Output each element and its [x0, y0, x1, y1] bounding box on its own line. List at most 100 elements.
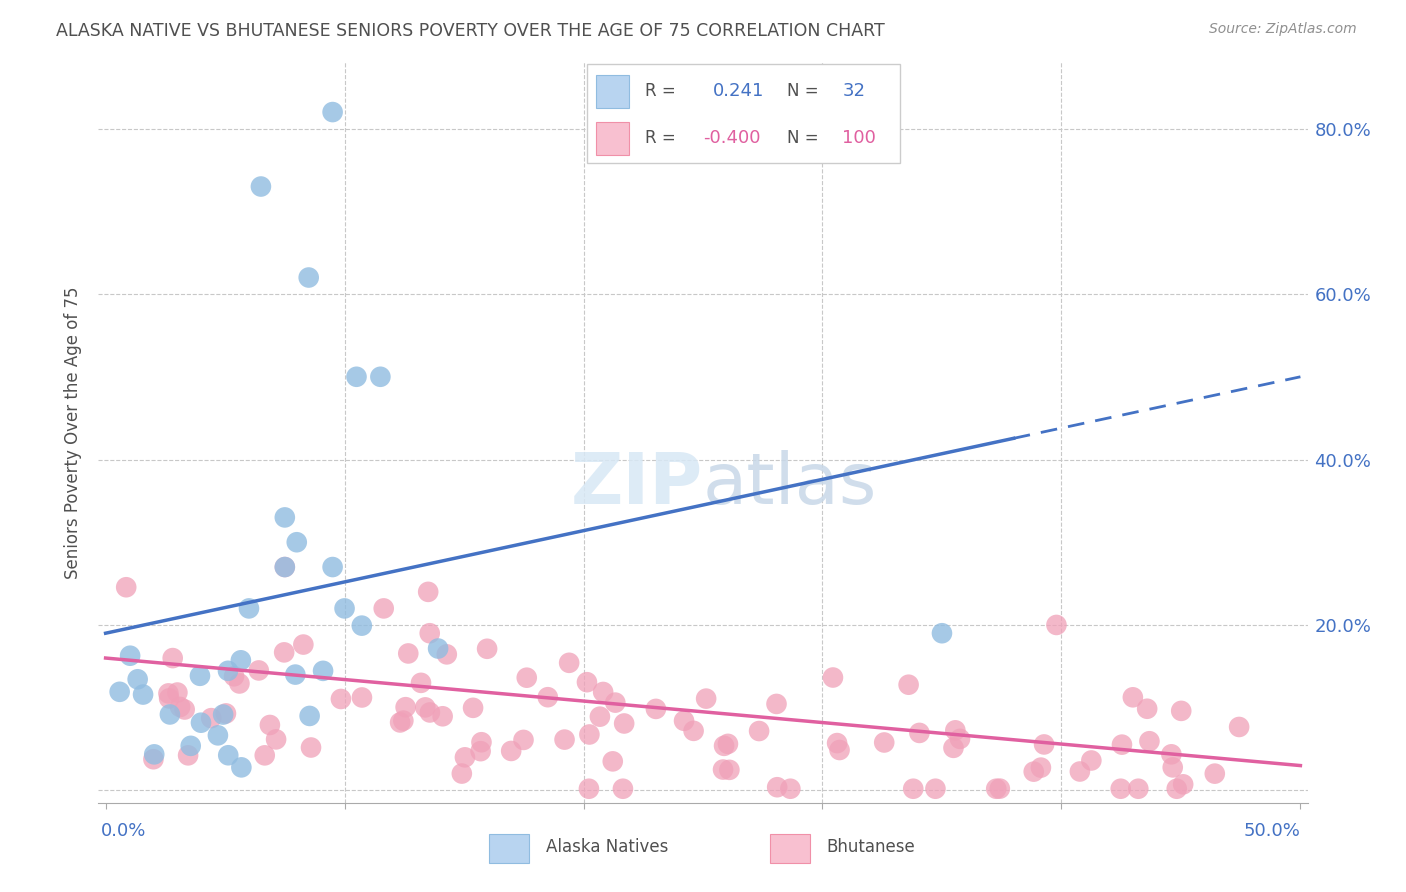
Point	[1136, 702, 1159, 716]
Point	[1227, 720, 1250, 734]
Point	[322, 105, 344, 120]
Point	[274, 560, 297, 574]
Point	[711, 763, 734, 777]
Point	[200, 711, 222, 725]
Point	[333, 601, 356, 615]
Point	[516, 671, 538, 685]
Point	[825, 736, 848, 750]
Point	[1029, 761, 1052, 775]
Point	[903, 781, 925, 796]
Point	[1069, 764, 1091, 779]
Point	[292, 638, 315, 652]
Point	[188, 669, 211, 683]
Point	[1170, 704, 1192, 718]
Point	[873, 735, 896, 749]
Point	[578, 781, 600, 796]
Point	[470, 744, 492, 758]
FancyBboxPatch shape	[596, 75, 628, 108]
Point	[1109, 781, 1132, 796]
Point	[1160, 747, 1182, 762]
Point	[373, 601, 395, 615]
Point	[1111, 738, 1133, 752]
Point	[247, 664, 270, 678]
Point	[231, 760, 253, 774]
Point	[115, 580, 138, 594]
Point	[346, 369, 368, 384]
Text: -0.400: -0.400	[703, 129, 761, 147]
Point	[273, 645, 295, 659]
Point	[207, 728, 229, 742]
Point	[717, 737, 740, 751]
Point	[217, 748, 239, 763]
Point	[1122, 690, 1144, 705]
Point	[264, 732, 287, 747]
Point	[470, 735, 492, 749]
Point	[370, 369, 392, 384]
Point	[1080, 754, 1102, 768]
Point	[250, 179, 273, 194]
Point	[613, 716, 636, 731]
FancyBboxPatch shape	[586, 64, 900, 163]
Point	[1033, 738, 1056, 752]
Point	[713, 739, 735, 753]
Point	[512, 732, 534, 747]
Point	[350, 690, 373, 705]
FancyBboxPatch shape	[596, 122, 628, 155]
Point	[765, 697, 787, 711]
Point	[190, 715, 212, 730]
Point	[592, 685, 614, 699]
FancyBboxPatch shape	[770, 834, 810, 863]
Point	[1022, 764, 1045, 779]
Text: Source: ZipAtlas.com: Source: ZipAtlas.com	[1209, 22, 1357, 37]
Point	[828, 743, 851, 757]
Point	[986, 781, 1008, 796]
Point	[537, 690, 560, 705]
Point	[274, 510, 297, 524]
Point	[177, 748, 200, 763]
Point	[169, 700, 191, 714]
Point	[389, 715, 412, 730]
Text: 0.0%: 0.0%	[101, 822, 146, 840]
Point	[253, 748, 276, 763]
Point	[1045, 618, 1067, 632]
Point	[578, 727, 600, 741]
Point	[1166, 781, 1188, 796]
Point	[162, 651, 184, 665]
Text: R =: R =	[645, 129, 676, 147]
Point	[1173, 777, 1195, 791]
Point	[180, 739, 202, 753]
Point	[157, 691, 180, 706]
Text: Alaska Natives: Alaska Natives	[546, 838, 668, 856]
Point	[1161, 760, 1184, 774]
Point	[419, 706, 441, 720]
Point	[419, 626, 441, 640]
Point	[575, 675, 598, 690]
Point	[436, 648, 458, 662]
Point	[143, 747, 166, 762]
Point	[988, 781, 1011, 796]
Point	[217, 664, 239, 678]
Point	[748, 724, 770, 739]
Point	[409, 676, 432, 690]
Point	[394, 700, 416, 714]
Point	[450, 766, 472, 780]
Point	[432, 709, 454, 723]
Point	[461, 701, 484, 715]
Point	[779, 781, 801, 796]
Text: N =: N =	[787, 82, 818, 100]
Point	[682, 723, 704, 738]
Point	[931, 626, 953, 640]
Point	[1139, 734, 1161, 748]
Point	[602, 755, 624, 769]
Text: ALASKA NATIVE VS BHUTANESE SENIORS POVERTY OVER THE AGE OF 75 CORRELATION CHART: ALASKA NATIVE VS BHUTANESE SENIORS POVER…	[56, 22, 884, 40]
Point	[908, 726, 931, 740]
Y-axis label: Seniors Poverty Over the Age of 75: Seniors Poverty Over the Age of 75	[65, 286, 83, 579]
Point	[173, 702, 195, 716]
Point	[142, 752, 165, 766]
Point	[212, 707, 235, 722]
Point	[329, 692, 352, 706]
Point	[228, 676, 250, 690]
Text: 100: 100	[842, 129, 876, 147]
Point	[238, 601, 260, 615]
Point	[645, 702, 668, 716]
